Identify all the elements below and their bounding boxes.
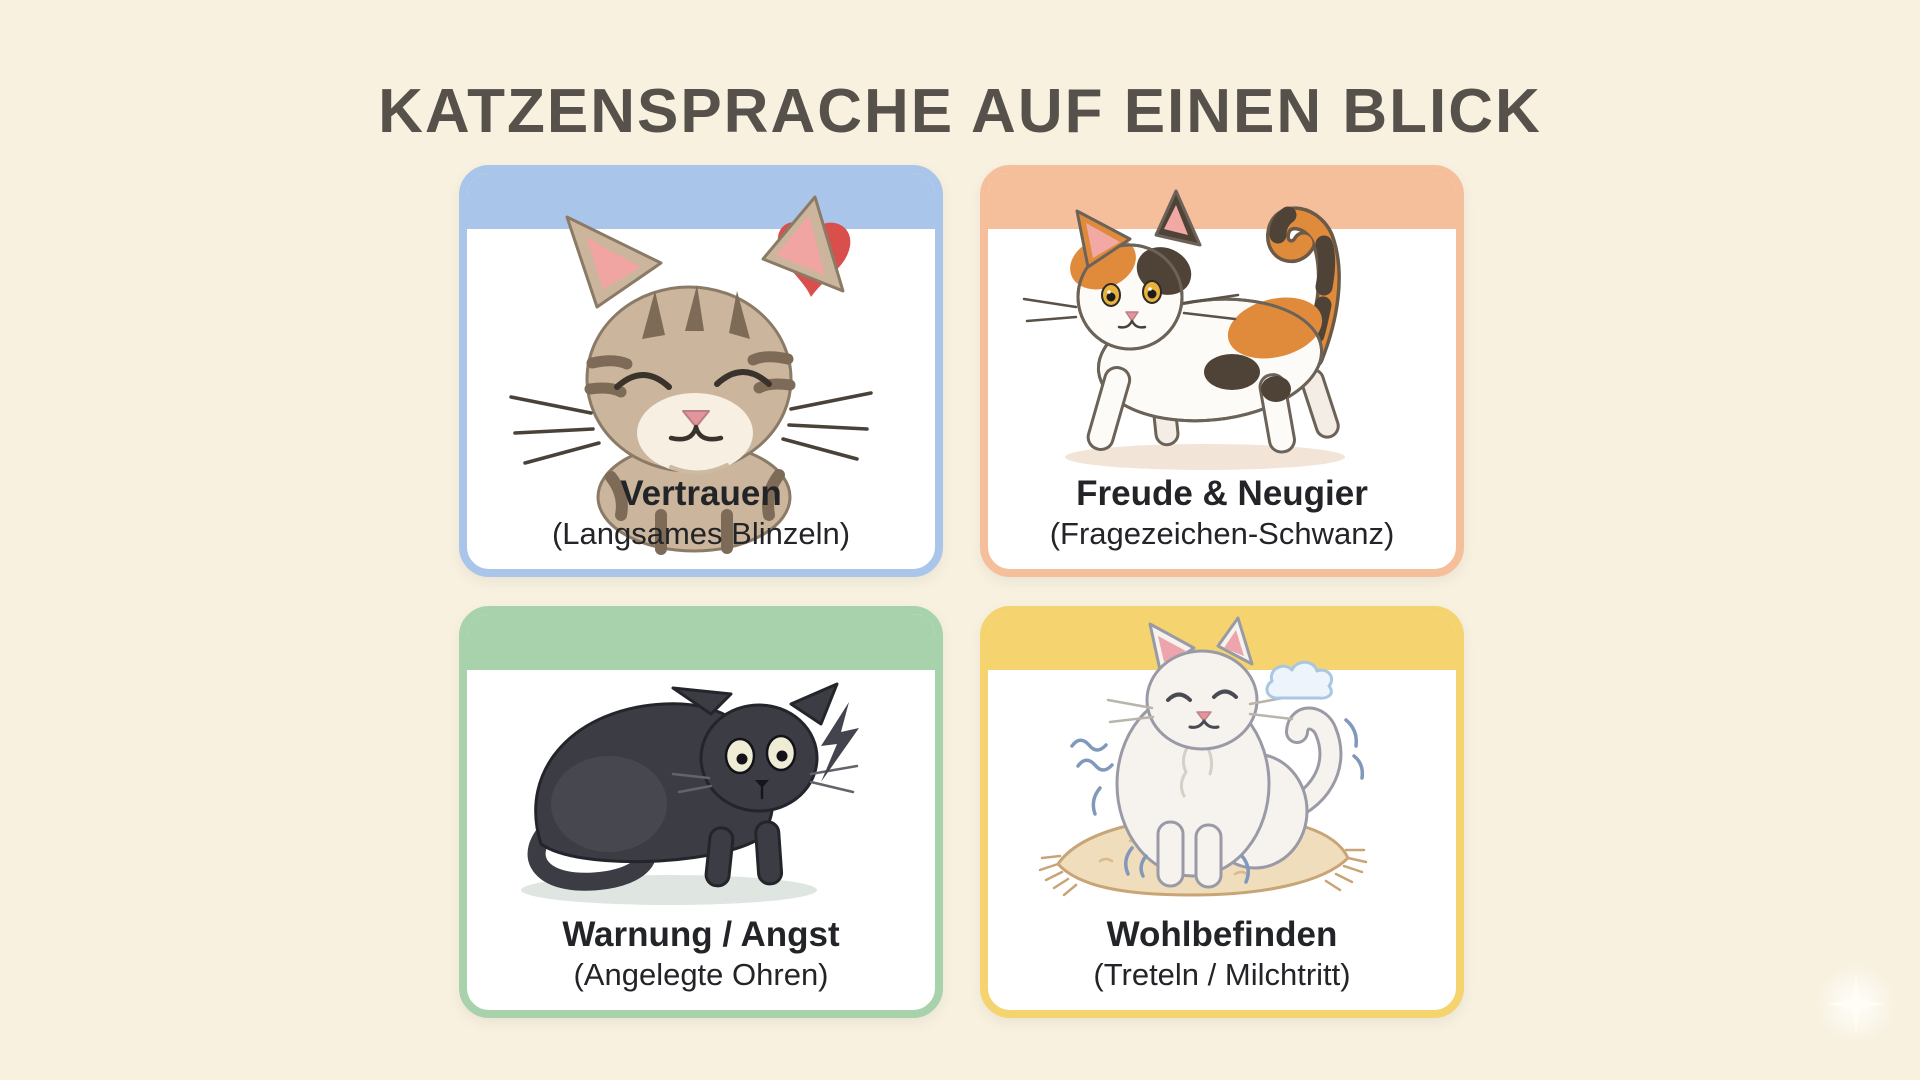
- card-subtitle: (Langsames Blinzeln): [551, 516, 851, 552]
- card-header-green: [467, 614, 935, 670]
- black-cat-flattened-ears-illustration: [467, 614, 935, 1010]
- calico-head: [1022, 189, 1240, 351]
- card-subtitle: (Fragezeichen-Schwanz): [1049, 516, 1395, 552]
- card-title: Vertrauen: [620, 473, 782, 513]
- tabby-head: [509, 285, 873, 475]
- white-cat-kneading-blanket-illustration: [988, 614, 1456, 1010]
- sparkle-decoration: [1814, 962, 1898, 1046]
- card-title: Wohlbefinden: [1106, 914, 1338, 954]
- tabby-ears: [565, 195, 845, 309]
- black-cat-head: [671, 703, 859, 813]
- white-cat-head: [1106, 616, 1296, 751]
- black-cat-front-legs: [704, 820, 784, 888]
- black-cat-haunch: [551, 756, 667, 852]
- card-header-blue: [467, 173, 935, 229]
- card-caption: Vertrauen (Langsames Blinzeln): [467, 473, 935, 554]
- motion-lines: [1070, 718, 1365, 884]
- card-vertrauen: Vertrauen (Langsames Blinzeln): [459, 165, 943, 577]
- cloud-icon: [1265, 660, 1334, 700]
- card-caption: Wohlbefinden (Treteln / Milchtritt): [988, 914, 1456, 995]
- black-cat-flattened-ears: [671, 682, 839, 726]
- card-title: Warnung / Angst: [562, 914, 840, 954]
- card-caption: Freude & Neugier (Fragezeichen-Schwanz): [988, 473, 1456, 554]
- card-wohlbefinden: Wohlbefinden (Treteln / Milchtritt): [980, 606, 1464, 1018]
- tabby-cat-slow-blink-illustration: [467, 173, 935, 569]
- calico-near-legs: [1086, 366, 1296, 454]
- card-subtitle: (Treteln / Milchtritt): [1093, 957, 1351, 993]
- tabby-chest: [596, 441, 792, 555]
- card-caption: Warnung / Angst (Angelegte Ohren): [467, 914, 935, 995]
- cards-grid: Vertrauen (Langsames Blinzeln): [459, 165, 1464, 1018]
- lightning-bolt-icon: [821, 702, 859, 782]
- page-title: KATZENSPRACHE AUF EINEN BLICK: [378, 76, 1542, 146]
- card-header-peach: [988, 173, 1456, 229]
- card-title: Freude & Neugier: [1076, 473, 1368, 513]
- card-subtitle: (Angelegte Ohren): [573, 957, 829, 993]
- calico-cat-question-mark-tail-illustration: [988, 173, 1456, 569]
- card-warnung-angst: Warnung / Angst (Angelegte Ohren): [459, 606, 943, 1018]
- card-freude-neugier: Freude & Neugier (Fragezeichen-Schwanz): [980, 165, 1464, 577]
